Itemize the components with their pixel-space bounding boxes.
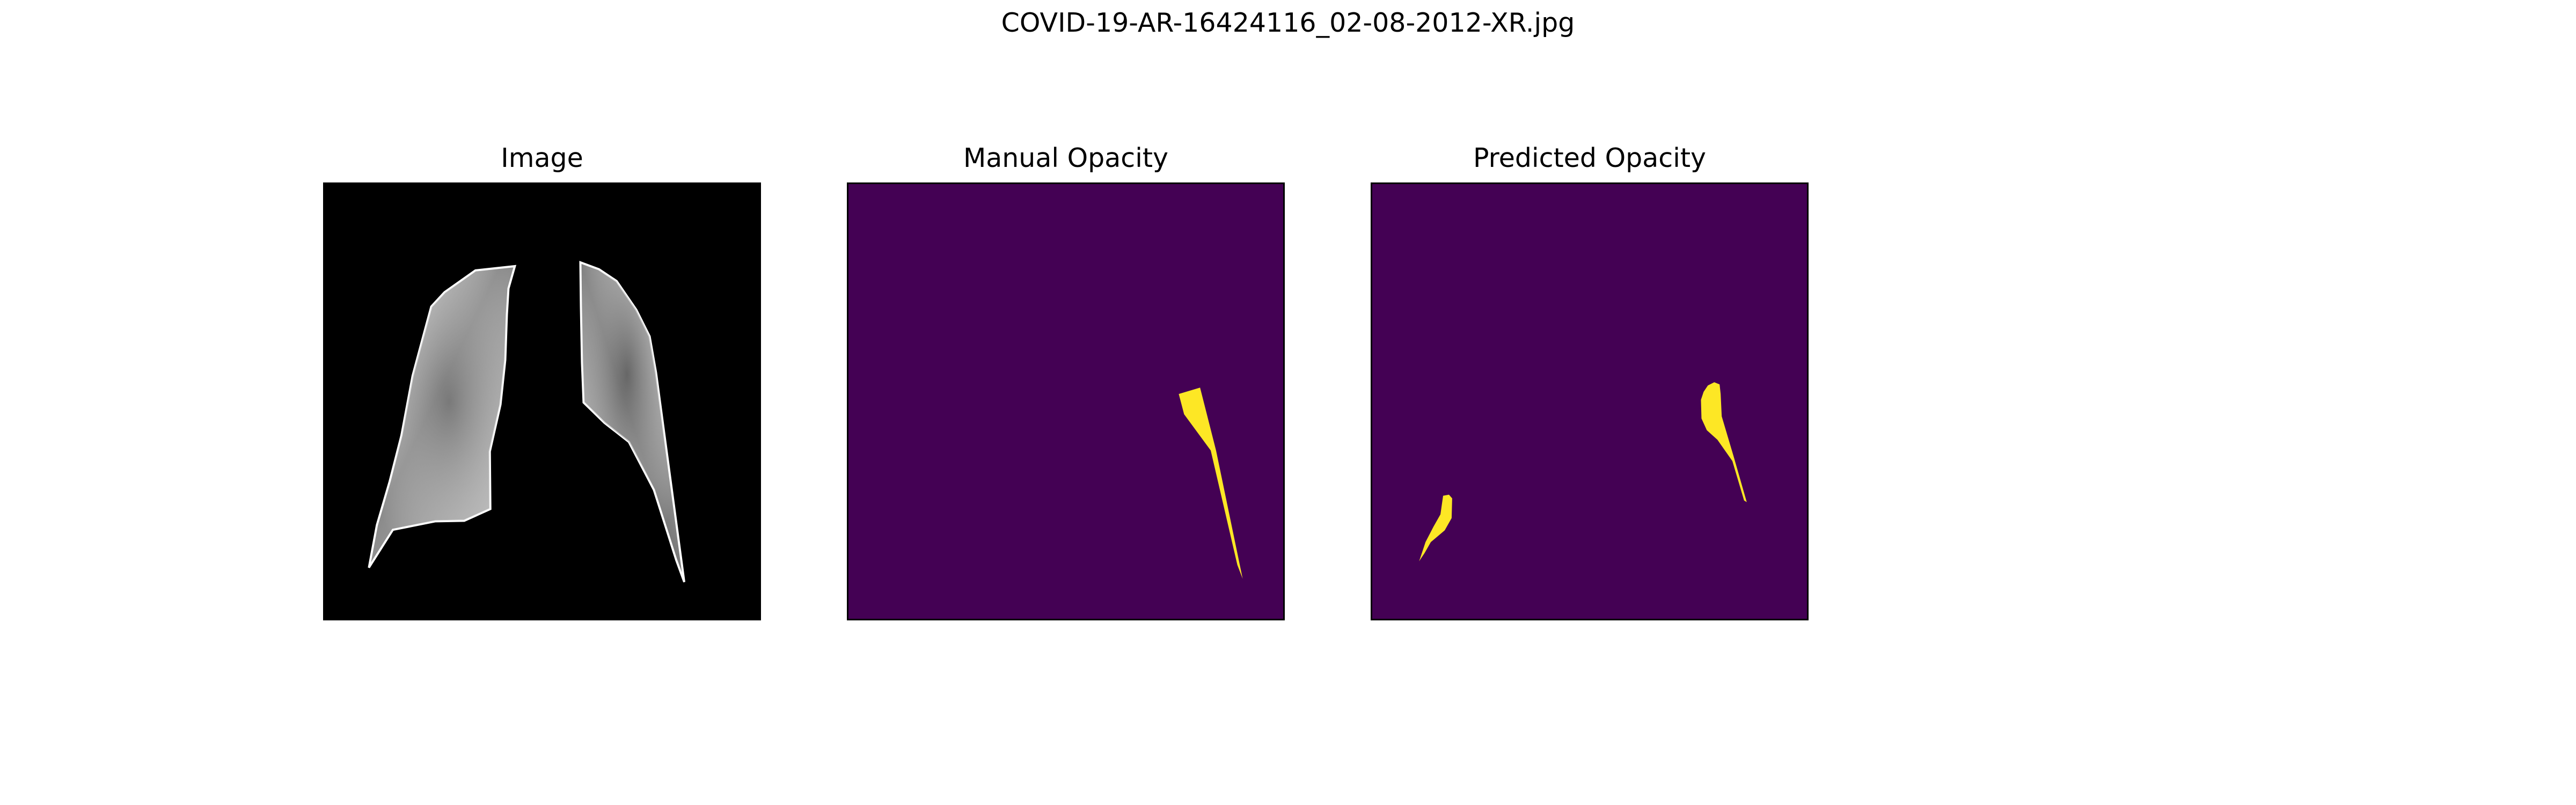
predicted-opacity-panel: Predicted Opacity xyxy=(1371,145,1809,620)
mask-background xyxy=(848,184,1283,619)
predicted-opacity-region-left xyxy=(1419,494,1452,561)
manual-opacity-axes xyxy=(847,182,1285,620)
predicted-opacity-region-right xyxy=(1701,382,1747,502)
image-panel: Image xyxy=(323,145,761,620)
manual-opacity-panel: Manual Opacity xyxy=(847,145,1285,620)
figure-title: COVID-19-AR-16424116_02-08-2012-XR.jpg xyxy=(1001,8,1575,38)
image-background xyxy=(325,184,759,619)
xray-image xyxy=(325,184,759,619)
manual-opacity-title: Manual Opacity xyxy=(963,143,1169,173)
predicted-opacity-axes xyxy=(1371,182,1809,620)
manual-opacity-region xyxy=(1179,387,1243,579)
predicted-opacity-mask xyxy=(1372,184,1807,619)
image-axes xyxy=(323,182,761,620)
manual-opacity-mask xyxy=(848,184,1283,619)
image-panel-title: Image xyxy=(501,143,583,173)
mask-background xyxy=(1372,184,1807,619)
predicted-opacity-title: Predicted Opacity xyxy=(1473,143,1707,173)
